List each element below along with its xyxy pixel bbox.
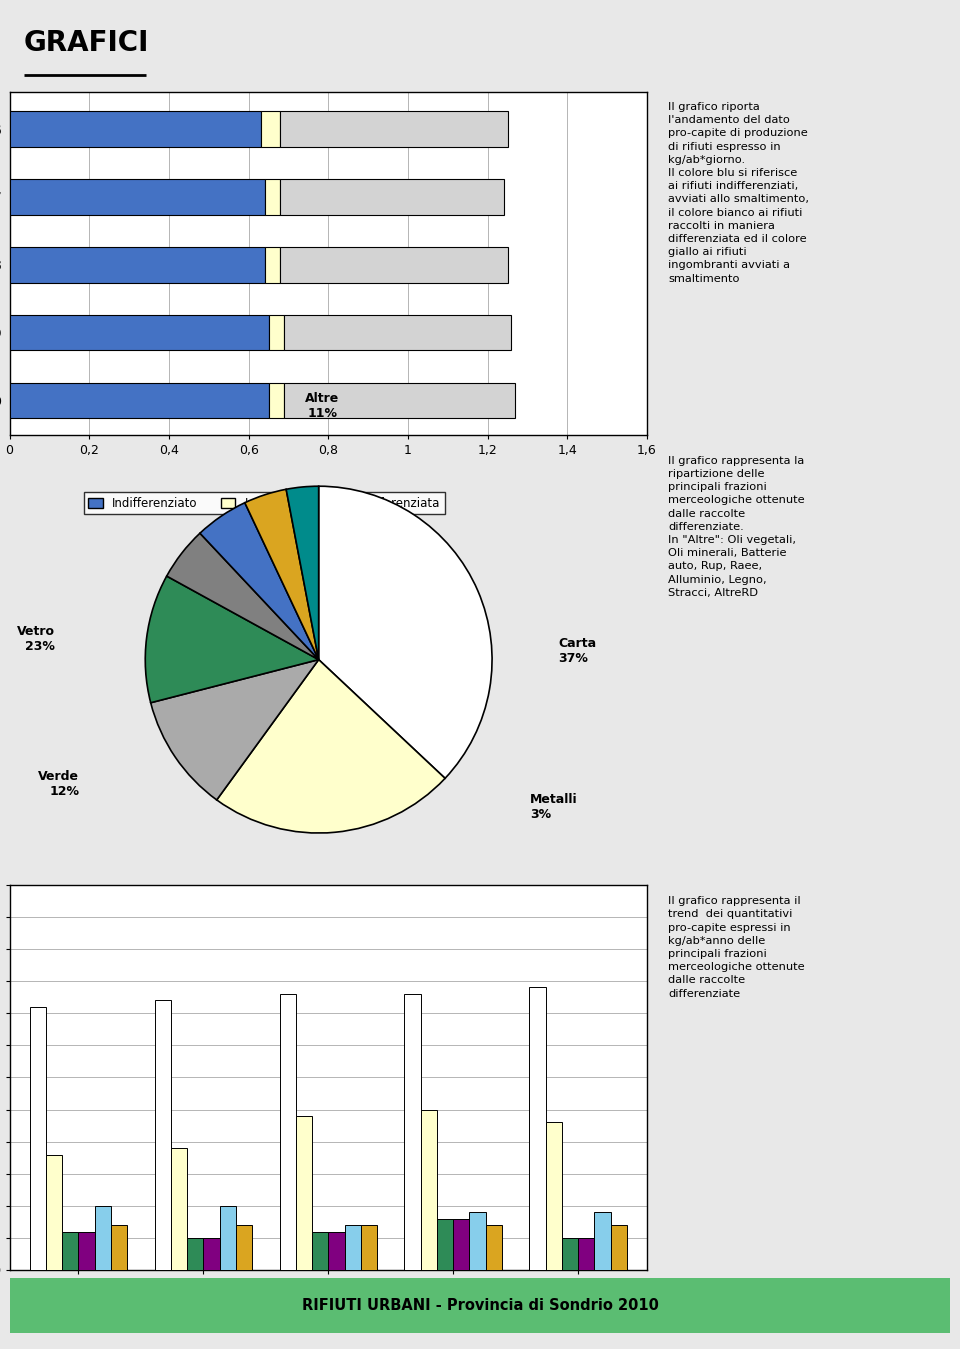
Bar	[279, 994, 296, 1271]
Bar	[10, 179, 265, 214]
Bar	[236, 1225, 252, 1271]
Bar	[46, 1155, 62, 1271]
Text: Il grafico riporta
l'andamento del dato
pro-capite di produzione
di rifiuti espr: Il grafico riporta l'andamento del dato …	[668, 103, 809, 283]
Text: Organico
4%: Organico 4%	[395, 898, 458, 927]
Bar	[578, 1238, 594, 1271]
Text: Il grafico rappresenta la
ripartizione delle
principali frazioni
merceologiche o: Il grafico rappresenta la ripartizione d…	[668, 456, 804, 598]
Bar	[265, 179, 280, 214]
Bar	[10, 112, 260, 147]
Bar	[220, 1206, 236, 1271]
Bar	[10, 316, 269, 351]
Bar	[530, 987, 545, 1271]
Bar	[265, 247, 280, 282]
Bar	[284, 383, 516, 418]
Text: Plastica
5%: Plastica 5%	[312, 916, 367, 944]
Bar	[95, 1206, 110, 1271]
Bar	[30, 1006, 46, 1271]
Wedge shape	[217, 660, 445, 834]
Text: Altre
11%: Altre 11%	[305, 393, 339, 421]
Bar	[284, 316, 512, 351]
Bar	[269, 316, 284, 351]
Text: Vetro
23%: Vetro 23%	[17, 625, 55, 653]
Bar	[155, 1001, 171, 1271]
Bar	[404, 994, 420, 1271]
Text: Scarto
5%: Scarto 5%	[218, 907, 263, 934]
Bar	[545, 1122, 562, 1271]
Bar	[453, 1219, 469, 1271]
Bar	[486, 1225, 502, 1271]
Bar	[562, 1238, 578, 1271]
Bar	[437, 1219, 453, 1271]
Bar	[280, 112, 508, 147]
Wedge shape	[200, 503, 319, 660]
Bar	[204, 1238, 220, 1271]
Bar	[171, 1148, 187, 1271]
Bar	[79, 1232, 95, 1271]
Bar	[62, 1232, 79, 1271]
Wedge shape	[167, 533, 319, 660]
Bar	[280, 179, 503, 214]
Wedge shape	[145, 576, 319, 703]
Bar	[594, 1213, 611, 1271]
Bar	[328, 1232, 345, 1271]
Wedge shape	[286, 486, 319, 660]
Text: Metalli
3%: Metalli 3%	[530, 793, 578, 822]
Text: RIFIUTI URBANI - Provincia di Sondrio 2010: RIFIUTI URBANI - Provincia di Sondrio 20…	[301, 1298, 659, 1313]
Bar	[296, 1116, 312, 1271]
Bar	[110, 1225, 127, 1271]
Text: Carta
37%: Carta 37%	[558, 637, 596, 665]
Bar	[420, 1110, 437, 1271]
Bar	[345, 1225, 361, 1271]
Legend: Indifferenziato, Ingombranti, Differenziata: Indifferenziato, Ingombranti, Differenzi…	[84, 492, 445, 514]
Text: Il grafico rappresenta il
trend  dei quantitativi
pro-capite espressi in
kg/ab*a: Il grafico rappresenta il trend dei quan…	[668, 896, 804, 998]
Bar	[611, 1225, 627, 1271]
Bar	[361, 1225, 377, 1271]
Bar	[260, 112, 280, 147]
Text: GRAFICI: GRAFICI	[24, 30, 149, 57]
Bar	[469, 1213, 486, 1271]
Wedge shape	[319, 486, 492, 778]
Bar	[187, 1238, 204, 1271]
Bar	[10, 247, 265, 282]
Wedge shape	[245, 490, 319, 660]
Wedge shape	[151, 660, 319, 800]
Text: Verde
12%: Verde 12%	[38, 770, 80, 799]
Bar	[269, 383, 284, 418]
Bar	[312, 1232, 328, 1271]
Bar	[10, 383, 269, 418]
Bar	[280, 247, 508, 282]
